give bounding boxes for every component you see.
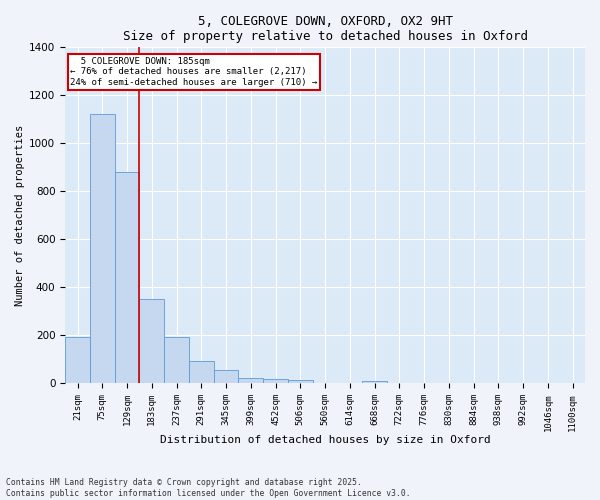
Bar <box>214 370 238 384</box>
X-axis label: Distribution of detached houses by size in Oxford: Distribution of detached houses by size … <box>160 435 490 445</box>
Y-axis label: Number of detached properties: Number of detached properties <box>15 124 25 306</box>
Bar <box>115 172 139 384</box>
Bar <box>90 114 115 384</box>
Text: Contains HM Land Registry data © Crown copyright and database right 2025.
Contai: Contains HM Land Registry data © Crown c… <box>6 478 410 498</box>
Bar <box>189 360 214 384</box>
Bar <box>65 336 90 384</box>
Title: 5, COLEGROVE DOWN, OXFORD, OX2 9HT
Size of property relative to detached houses : 5, COLEGROVE DOWN, OXFORD, OX2 9HT Size … <box>122 15 527 43</box>
Bar <box>238 378 263 384</box>
Bar <box>263 378 288 384</box>
Bar <box>139 300 164 384</box>
Text: 5 COLEGROVE DOWN: 185sqm
← 76% of detached houses are smaller (2,217)
24% of sem: 5 COLEGROVE DOWN: 185sqm ← 76% of detach… <box>70 57 317 87</box>
Bar <box>362 380 387 384</box>
Bar <box>164 336 189 384</box>
Bar <box>288 380 313 384</box>
